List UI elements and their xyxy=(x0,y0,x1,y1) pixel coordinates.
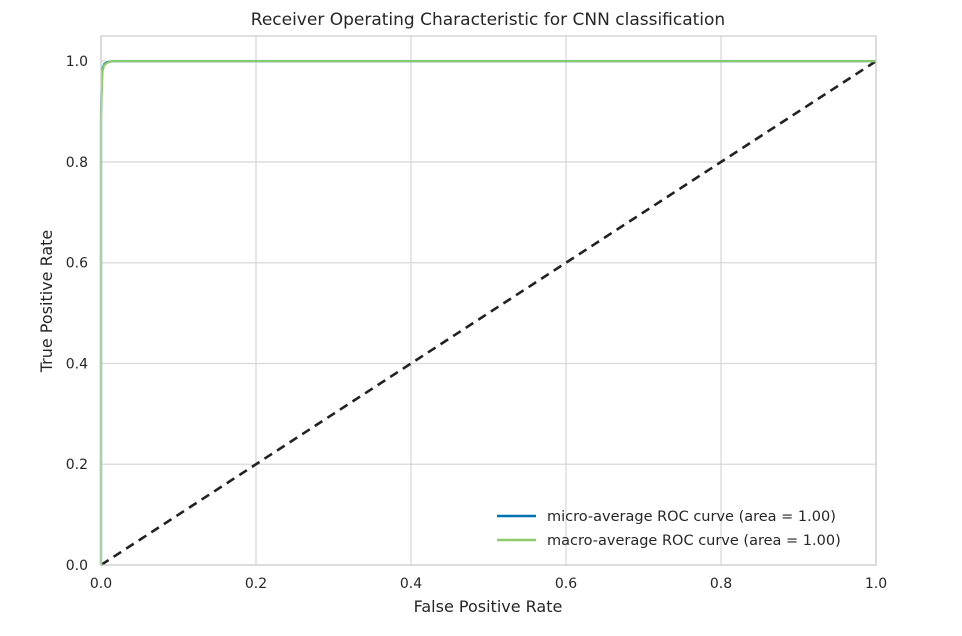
plot-frame xyxy=(100,35,877,566)
x-tick-label: 0.2 xyxy=(245,576,267,592)
y-tick-label: 0.6 xyxy=(66,256,88,272)
x-tick-label: 0.8 xyxy=(710,576,732,592)
y-tick-label: 0.0 xyxy=(66,558,88,574)
legend: micro-average ROC curve (area = 1.00) mac… xyxy=(497,509,841,549)
y-tick-label: 0.8 xyxy=(66,155,88,171)
y-axis-label: True Positive Rate xyxy=(37,230,56,374)
legend-label: micro-average ROC curve (area = 1.00) xyxy=(547,509,836,525)
tick-labels: 0.0 0.2 0.4 0.6 0.8 1.0 0.0 0.2 0.4 0.6 0.8 1.0 xyxy=(66,54,887,592)
chance-diagonal-line xyxy=(100,60,877,567)
y-tick-label: 1.0 xyxy=(66,54,88,70)
grid-lines xyxy=(100,36,877,566)
x-tick-label: 1.0 xyxy=(865,576,887,592)
y-tick-label: 0.4 xyxy=(66,356,88,372)
legend-label: macro-average ROC curve (area = 1.00) xyxy=(547,533,841,549)
x-axis-label: False Positive Rate xyxy=(414,597,563,616)
x-tick-label: 0.4 xyxy=(400,576,422,592)
y-tick-label: 0.2 xyxy=(66,457,88,473)
x-tick-label: 0.6 xyxy=(555,576,577,592)
chart-title: Receiver Operating Characteristic for CN… xyxy=(251,10,725,30)
x-tick-label: 0.0 xyxy=(90,576,112,592)
